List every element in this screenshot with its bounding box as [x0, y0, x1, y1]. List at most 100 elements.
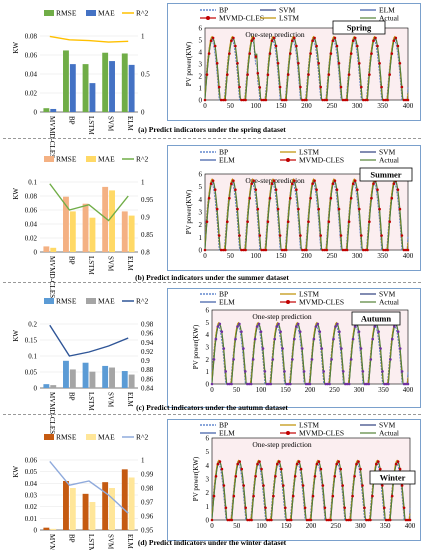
- series-mvmd-marker: [305, 518, 309, 522]
- x-tick-label: 350: [378, 386, 389, 394]
- series-mvmd-marker: [307, 518, 311, 522]
- series-mvmd-marker: [366, 98, 369, 102]
- caption-autumn: (c) Predict indicators under the autumn …: [136, 403, 288, 412]
- series-mvmd-marker: [356, 188, 359, 191]
- series-mvmd-marker: [295, 325, 298, 328]
- bar-rmse: [121, 371, 128, 388]
- series-mvmd-marker: [297, 207, 300, 211]
- y-tick-label: 6: [206, 307, 210, 315]
- series-mvmd-marker: [299, 467, 303, 471]
- series-mvmd-marker: [301, 98, 304, 102]
- category-label: SVM: [107, 534, 115, 550]
- legend-label: RMSE: [56, 297, 77, 306]
- y2-tick-label: 0.98: [141, 485, 154, 493]
- legend-marker: [206, 16, 210, 20]
- category-label: LSTM: [87, 534, 95, 550]
- bar-rmse: [63, 196, 69, 252]
- series-mvmd-marker: [303, 506, 307, 510]
- series-mvmd-marker: [286, 220, 290, 223]
- series-mvmd-marker: [274, 188, 278, 191]
- bar-mae: [128, 215, 135, 252]
- y-tick-label: 0.08: [25, 193, 38, 201]
- legend-swatch: [86, 298, 96, 304]
- series-mvmd-marker: [246, 73, 249, 76]
- series-mvmd-marker: [384, 98, 388, 102]
- bar-mae: [50, 247, 57, 252]
- bar-rmse: [102, 482, 109, 530]
- series-mvmd-marker: [268, 196, 272, 200]
- season-title-box: [369, 470, 416, 485]
- series-mvmd-marker: [321, 484, 325, 487]
- series-mvmd-marker: [389, 358, 392, 361]
- series-mvmd-marker: [365, 518, 368, 522]
- y-tick-label: 0.04: [25, 221, 38, 229]
- x-tick-label: 250: [327, 102, 338, 110]
- series-mvmd-marker: [275, 325, 279, 328]
- series-mvmd-marker: [289, 52, 292, 55]
- legend-marker: [286, 431, 290, 435]
- series-mvmd-marker: [311, 39, 314, 42]
- legend-label: MAE: [98, 155, 115, 164]
- legend-label: ELM: [379, 6, 395, 15]
- legend-swatch: [44, 156, 54, 162]
- series-mvmd-marker: [337, 62, 341, 65]
- series-mvmd-marker: [215, 207, 219, 211]
- series-mvmd-marker: [337, 207, 341, 211]
- bar-mae: [109, 190, 115, 252]
- series-mvmd-marker: [232, 36, 235, 40]
- series-mvmd-marker: [302, 370, 306, 373]
- series-mvmd-marker: [278, 460, 281, 463]
- legend-label: SVM: [279, 6, 296, 15]
- series-mvmd-marker: [396, 188, 400, 191]
- x-tick-label: 400: [405, 522, 416, 530]
- series-mvmd-marker: [319, 234, 323, 237]
- y-tick-label: 0.2: [28, 321, 37, 329]
- bar-rmse: [121, 469, 128, 530]
- bar-mae: [109, 61, 115, 112]
- series-mvmd-marker: [270, 39, 274, 42]
- series-mvmd-marker: [212, 494, 216, 498]
- category-label: LSTM: [87, 256, 95, 275]
- series-mvmd-marker: [248, 52, 251, 55]
- series-mvmd-marker: [246, 220, 249, 223]
- series-mvmd-marker: [357, 330, 361, 334]
- series-mvmd-marker: [392, 39, 396, 42]
- series-mvmd-marker: [402, 382, 406, 386]
- legend-label: MAE: [98, 9, 115, 18]
- series-mvmd-marker: [325, 248, 329, 252]
- y-tick-label: 2: [199, 73, 203, 81]
- y-tick-label: 5: [206, 448, 210, 456]
- y-tick-label: 1: [199, 234, 203, 242]
- series-mvmd-marker: [336, 322, 339, 326]
- series-mvmd-marker: [390, 494, 394, 498]
- y-tick-label: 0: [199, 247, 203, 255]
- series-mvmd-marker: [260, 98, 264, 102]
- series-mvmd-marker: [281, 347, 284, 350]
- series-mvmd-marker: [402, 248, 406, 252]
- x-tick-label: 350: [377, 252, 388, 260]
- bar-mae: [69, 488, 76, 530]
- legend-label: MAE: [98, 297, 115, 306]
- series-mvmd-marker: [329, 52, 333, 55]
- series-mvmd-marker: [247, 382, 251, 386]
- x-tick-label: 0: [210, 386, 214, 394]
- series-mvmd-marker: [218, 322, 222, 326]
- series-mvmd-marker: [272, 179, 276, 182]
- y2-tick-label: 0.86: [141, 375, 154, 383]
- bar-rmse: [43, 384, 50, 388]
- series-mvmd-marker: [284, 248, 288, 252]
- y2-tick-label: 0.5: [141, 71, 150, 79]
- caption-spring: (a) Predict indicators under the spring …: [138, 125, 286, 134]
- series-mvmd-marker: [382, 98, 385, 102]
- series-mvmd-marker: [341, 98, 345, 102]
- x-tick-label: 50: [233, 522, 241, 530]
- series-mvmd-marker: [211, 179, 215, 182]
- series-mvmd-marker: [387, 382, 390, 386]
- y-axis-label: PV power(KW): [185, 189, 193, 234]
- legend-label: MVMD-CLES: [299, 298, 344, 307]
- series-mvmd-marker: [266, 220, 270, 223]
- series-mvmd-marker: [313, 179, 316, 182]
- series-bp-line: [211, 325, 409, 385]
- series-mvmd-marker: [226, 220, 229, 223]
- series-mvmd-marker: [398, 207, 402, 211]
